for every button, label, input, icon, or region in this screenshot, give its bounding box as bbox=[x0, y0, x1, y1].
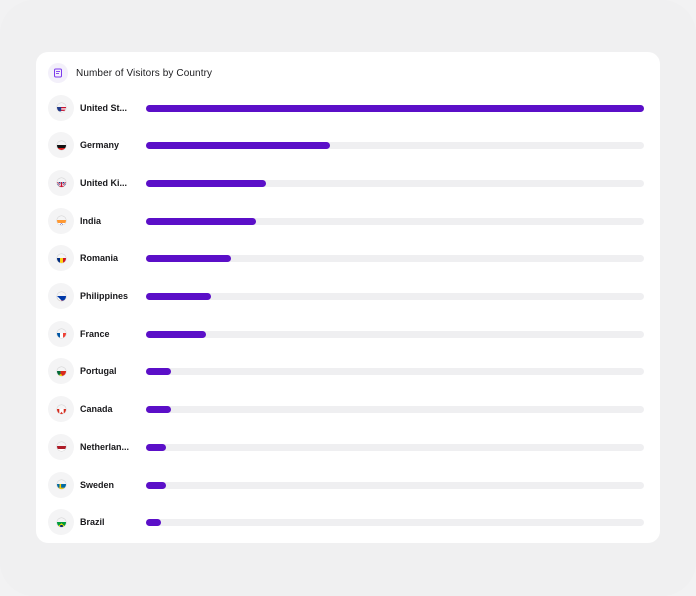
flag-badge bbox=[48, 471, 74, 498]
bar-track bbox=[146, 481, 644, 489]
ca-flag-icon bbox=[56, 405, 66, 414]
flag-badge bbox=[48, 94, 74, 121]
country-label: United St... bbox=[80, 102, 127, 113]
country-row: United Ki... bbox=[48, 169, 648, 196]
bar-fill bbox=[146, 481, 166, 489]
card-header: Number of Visitors by Country bbox=[48, 62, 212, 84]
bar-fill bbox=[146, 330, 206, 338]
pt-flag-icon bbox=[56, 367, 66, 376]
country-row: Sweden bbox=[48, 471, 648, 498]
country-row: Germany bbox=[48, 132, 648, 159]
bar-fill bbox=[146, 104, 644, 112]
bar-track bbox=[146, 330, 644, 338]
bar-track bbox=[146, 255, 644, 263]
bar-track bbox=[146, 104, 644, 112]
bar-track bbox=[146, 443, 644, 451]
bar-fill bbox=[146, 519, 161, 527]
flag-badge bbox=[48, 396, 74, 423]
bar-track bbox=[146, 142, 644, 150]
bar-fill bbox=[146, 179, 266, 187]
de-flag-icon bbox=[56, 141, 66, 150]
bar-fill bbox=[146, 443, 166, 451]
country-row: France bbox=[48, 320, 648, 347]
country-row: Canada bbox=[48, 396, 648, 423]
country-label: Portugal bbox=[80, 366, 117, 377]
us-flag-icon bbox=[56, 103, 66, 112]
country-label: Sweden bbox=[80, 479, 115, 490]
bar-fill bbox=[146, 293, 211, 300]
country-label: Romania bbox=[80, 253, 119, 264]
country-label: United Ki... bbox=[80, 177, 127, 188]
flag-badge bbox=[48, 320, 74, 347]
se-flag-icon bbox=[56, 480, 66, 489]
in-flag-icon bbox=[56, 216, 66, 226]
visitors-by-country-card: Number of Visitors by Country United St.… bbox=[36, 52, 660, 543]
report-icon bbox=[48, 63, 68, 83]
bar-track bbox=[146, 217, 644, 225]
country-row: India bbox=[48, 207, 648, 234]
bar-track bbox=[146, 368, 644, 376]
bar-fill bbox=[146, 406, 171, 414]
country-label: Brazil bbox=[80, 517, 105, 528]
country-row: Brazil bbox=[48, 509, 648, 536]
nl-flag-icon bbox=[56, 442, 66, 452]
bar-track bbox=[146, 179, 644, 187]
country-label: Germany bbox=[80, 140, 120, 151]
bar-track bbox=[146, 519, 644, 527]
bar-fill bbox=[146, 217, 256, 225]
flag-badge bbox=[48, 433, 74, 460]
flag-badge bbox=[48, 358, 74, 385]
country-row: Philippines bbox=[48, 283, 648, 309]
ro-flag-icon bbox=[56, 254, 66, 263]
bar-track bbox=[146, 293, 644, 300]
country-row: Netherlan... bbox=[48, 433, 648, 460]
bar-track bbox=[146, 406, 644, 414]
country-row: Portugal bbox=[48, 358, 648, 385]
flag-badge bbox=[48, 283, 74, 309]
country-label: Philippines bbox=[80, 291, 129, 301]
ph-flag-icon bbox=[56, 292, 66, 301]
country-label: India bbox=[80, 215, 102, 226]
bar-fill bbox=[146, 142, 331, 150]
country-label: France bbox=[80, 328, 110, 339]
bar-fill bbox=[146, 368, 171, 376]
flag-badge bbox=[48, 132, 74, 159]
country-label: Canada bbox=[80, 404, 113, 415]
flag-badge bbox=[48, 169, 74, 196]
flag-badge bbox=[48, 207, 74, 234]
country-row: Romania bbox=[48, 245, 648, 272]
fr-flag-icon bbox=[56, 329, 66, 339]
flag-badge bbox=[48, 509, 74, 536]
flag-badge bbox=[48, 245, 74, 272]
bar-fill bbox=[146, 255, 231, 263]
br-flag-icon bbox=[56, 518, 66, 527]
country-row: United St... bbox=[48, 94, 648, 121]
card-title: Number of Visitors by Country bbox=[76, 67, 213, 79]
country-label: Netherlan... bbox=[80, 441, 130, 452]
gb-flag-icon bbox=[56, 178, 66, 188]
